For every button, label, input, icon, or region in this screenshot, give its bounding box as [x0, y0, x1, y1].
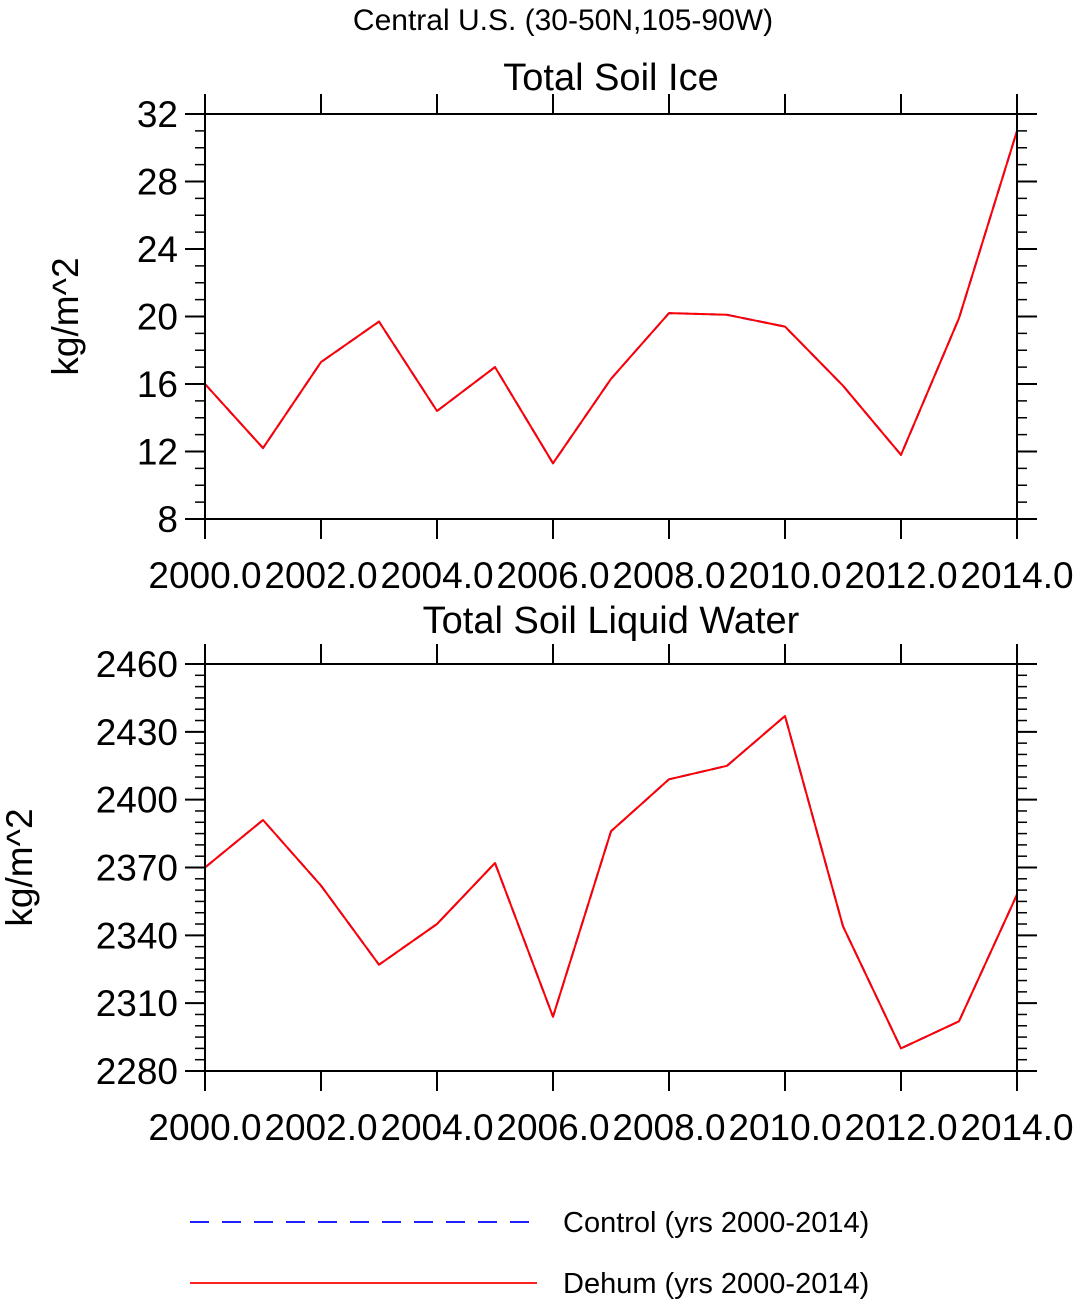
y-tick-label: 2280: [96, 1051, 178, 1092]
x-tick-label: 2000.0: [148, 1107, 261, 1148]
y-axis-label: kg/m^2: [45, 257, 86, 375]
x-tick-label: 2014.0: [960, 555, 1073, 596]
y-tick-label: 2340: [96, 915, 178, 956]
x-tick-label: 2004.0: [380, 555, 493, 596]
y-tick-label: 16: [137, 364, 178, 405]
y-tick-label: 20: [137, 297, 178, 338]
series-line-control: [204, 130, 1018, 465]
x-tick-label: 2014.0: [960, 1107, 1073, 1148]
legend-label-dehum: Dehum (yrs 2000-2014): [563, 1268, 869, 1300]
x-tick-label: 2008.0: [612, 1107, 725, 1148]
x-tick-label: 2010.0: [728, 555, 841, 596]
y-tick-label: 2430: [96, 712, 178, 753]
series-line-dehum: [204, 130, 1018, 465]
x-tick-label: 2008.0: [612, 555, 725, 596]
series-line-control: [204, 715, 1018, 1050]
series-line-dehum: [204, 715, 1018, 1050]
x-tick-label: 2002.0: [264, 1107, 377, 1148]
x-tick-label: 2010.0: [728, 1107, 841, 1148]
y-tick-label: 2310: [96, 983, 178, 1024]
y-tick-label: 2460: [96, 644, 178, 685]
x-tick-label: 2004.0: [380, 1107, 493, 1148]
legend-label-control: Control (yrs 2000-2014): [563, 1207, 869, 1239]
x-tick-label: 2002.0: [264, 555, 377, 596]
x-tick-label: 2006.0: [496, 1107, 609, 1148]
plot-frame: [204, 663, 1018, 1072]
y-tick-label: 24: [137, 229, 178, 270]
x-tick-label: 2012.0: [844, 555, 957, 596]
x-tick-label: 2012.0: [844, 1107, 957, 1148]
y-tick-label: 28: [137, 162, 178, 203]
panel-soil-liquid-water: Total Soil Liquid Water kg/m^2 2000.0 2002.…: [0, 600, 1074, 1148]
x-tick-label: 2006.0: [496, 555, 609, 596]
y-tick-label: 32: [137, 94, 178, 135]
plot-frame: [204, 113, 1018, 520]
panel-title: Total Soil Ice: [503, 57, 718, 99]
y-tick-label: 2370: [96, 848, 178, 889]
y-axis-label: kg/m^2: [0, 808, 40, 926]
y-tick-label: 8: [157, 499, 178, 540]
figure-title: Central U.S. (30-50N,105-90W): [353, 4, 773, 37]
panel-title: Total Soil Liquid Water: [423, 600, 800, 642]
y-tick-label: 2400: [96, 780, 178, 821]
legend: Control (yrs 2000-2014) Dehum (yrs 2000-2…: [190, 1207, 869, 1300]
x-tick-label: 2000.0: [148, 555, 261, 596]
y-tick-label: 12: [137, 432, 178, 473]
